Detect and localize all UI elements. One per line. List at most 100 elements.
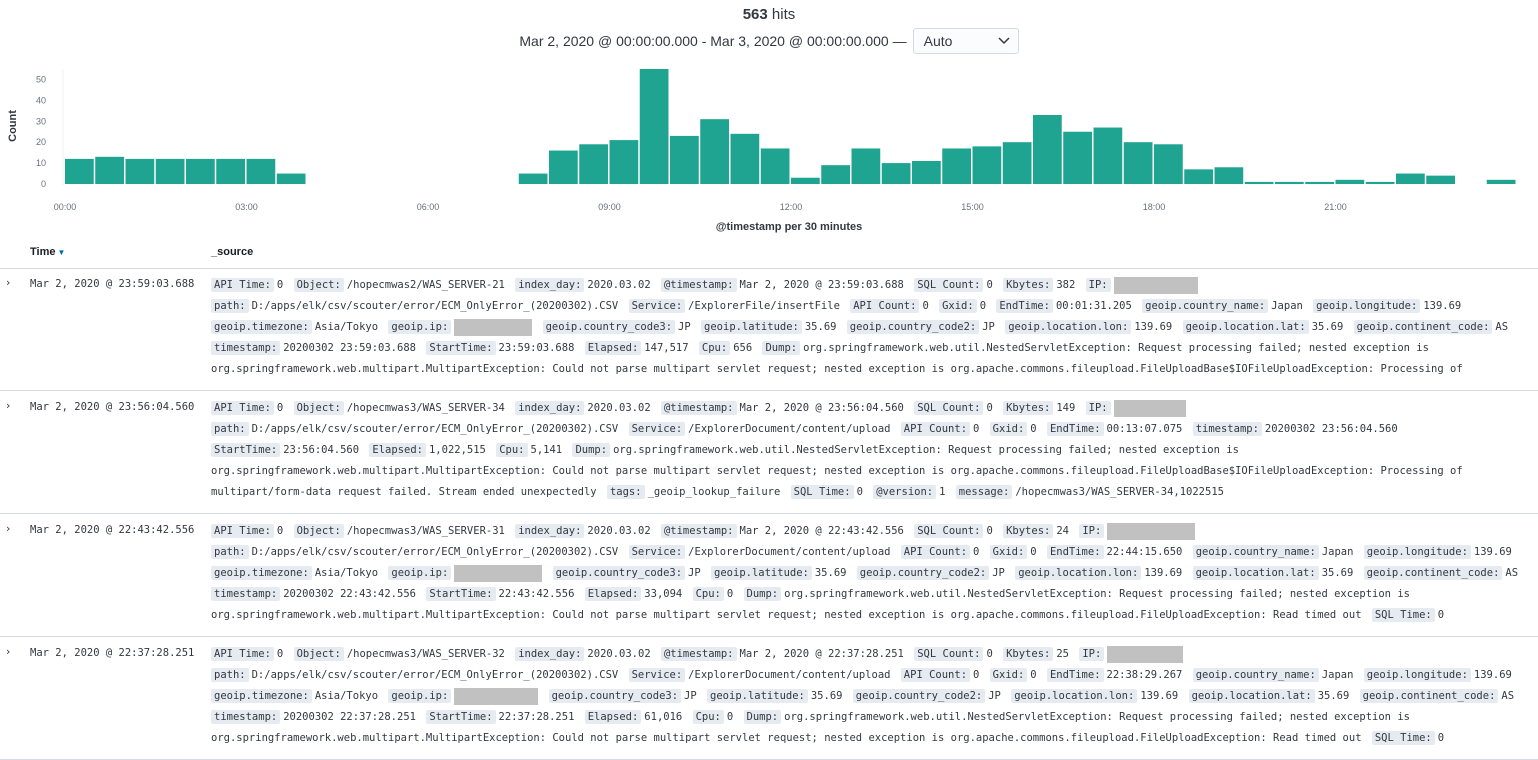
field-value: 00:13:07.075 [1106,423,1183,435]
source-field: index_day: 2020.03.02 [515,401,654,415]
field-key: IP: [1085,278,1111,292]
field-value: 0 [1030,546,1037,558]
field-value: 0 [1030,423,1037,435]
field-key: Service: [628,422,686,436]
hits-label: hits [771,6,796,23]
field-key: Elapsed: [584,341,642,355]
field-value: JP [688,567,701,579]
field-key: Elapsed: [369,443,426,457]
x-tick-label: 21:00 [1324,202,1347,212]
field-key: API Count: [900,545,971,559]
field-key: Cpu: [692,587,724,601]
field-value: Japan [1271,300,1303,312]
histogram-bar [1063,131,1092,184]
source-field: path: D:/apps/elk/csv/scouter/error/ECM_O… [211,668,622,682]
source-field: Elapsed: 33,094 [584,587,687,601]
table-row[interactable]: › Mar 2, 2020 @ 22:37:28.251 API Time: 0 Ob… [0,637,1538,760]
y-axis: 0 10 20 30 40 50 [36,69,64,189]
field-value: /ExplorerDocument/content/upload [688,669,891,681]
field-key: geoip.timezone: [211,320,312,334]
field-value: 0 [986,525,993,537]
source-field: Cpu: 0 [692,710,738,724]
field-key: @timestamp: [660,401,737,415]
field-key: SQL Time: [1371,731,1435,745]
field-key: geoip.location.lat: [1188,689,1315,703]
x-tick-label: 18:00 [1143,202,1166,212]
table-row[interactable]: › Mar 2, 2020 @ 23:56:04.560 API Time: 0 Ob… [0,391,1538,514]
source-field: geoip.location.lat: 35.69 [1192,566,1358,580]
field-value: 0 [973,669,980,681]
source-field: API Count: 0 [850,299,933,313]
y-tick-label: 50 [36,74,46,84]
source-field: Service:/ExplorerDocument/content/upload [628,422,895,436]
field-key: Elapsed: [584,587,642,601]
source-field: API Count: 0 [900,668,984,682]
field-value: 1 [939,486,946,498]
expand-chevron-icon[interactable]: › [6,399,11,412]
field-key: EndTime: [1046,668,1104,682]
x-tick-label: 06:00 [417,202,440,212]
field-value: 139.69 [1423,300,1462,312]
source-field: tags: _geoip_lookup_failure [606,485,784,499]
source-field: SQL Count: 0 [914,401,997,415]
field-value: 23:59:03.688 [498,342,575,354]
field-value: 0 [986,279,993,291]
source-field: StartTime: 23:59:03.688 [426,341,578,355]
row-source: API Time: 0 Object:/hopecmwas3/WAS_SERVER… [211,521,1531,626]
field-key: geoip.location.lon: [1015,566,1142,580]
field-key: geoip.ip: [388,689,452,703]
field-key: geoip.latitude: [701,320,802,334]
histogram-bar [65,158,94,184]
field-value: AS [1501,690,1515,702]
histogram-bar [972,146,1002,184]
field-value: AS [1505,567,1519,579]
expand-chevron-icon[interactable]: › [6,645,11,658]
expand-chevron-icon[interactable]: › [6,276,11,289]
field-value: 22:43:42.556 [498,588,575,600]
table-row[interactable]: › Mar 2, 2020 @ 22:43:42.556 API Time: 0 Ob… [0,514,1538,637]
field-key: SQL Time: [790,485,854,499]
source-field: geoip.ip: [388,687,542,705]
field-value: Mar 2, 2020 @ 22:43:42.556 [739,525,904,537]
histogram-bar [549,150,578,184]
interval-select[interactable]: Auto [912,28,1019,54]
field-value: 0 [1437,609,1445,621]
field-value: 149 [1056,402,1076,414]
field-key: path: [211,668,249,682]
field-key: geoip.latitude: [711,566,812,580]
field-value: 0 [979,300,987,312]
source-field: timestamp: 20200302 23:59:03.688 [211,341,420,355]
source-field: Gxid: 0 [939,299,990,313]
field-key: geoip.country_name: [1192,545,1319,559]
sort-descending-icon[interactable]: ▼ [57,248,66,257]
field-key: Cpu: [496,443,528,457]
column-header-time[interactable]: Time ▼ [30,246,66,258]
field-key: Dump: [743,710,782,724]
x-tick-label: 03:00 [235,202,258,212]
source-field: Gxid: 0 [989,422,1041,436]
field-value: org.springframework.web.util.NestedServl… [211,444,1463,498]
field-value: /ExplorerDocument/content/upload [688,546,891,558]
source-field: index_day: 2020.03.02 [515,278,654,292]
source-field: @timestamp: Mar 2, 2020 @ 23:59:03.688 [660,278,908,292]
source-field: SQL Time: 0 [1371,731,1448,745]
expand-chevron-icon[interactable]: › [6,522,11,535]
field-value: 139.69 [1144,567,1183,579]
field-value: 0 [986,402,993,414]
source-field: Cpu: 5,141 [496,443,566,457]
field-key: API Count: [900,668,971,682]
table-row[interactable]: › Mar 2, 2020 @ 23:59:03.688 API Time: 0 Ob… [0,268,1538,391]
field-key: SQL Count: [914,647,984,661]
field-key: geoip.location.lat: [1182,320,1309,334]
interval-value: Auto [923,33,953,49]
x-axis-label: @timestamp per 30 minutes [716,221,862,233]
source-field: geoip.location.lat: 35.69 [1188,689,1354,703]
histogram-chart: 0 10 20 30 40 50 00:00 03:00 06:00 09:00 12:00 15:… [0,62,1538,242]
bars [65,69,1516,184]
x-tick-label: 00:00 [54,202,77,212]
field-value: 25 [1056,648,1070,660]
field-key: API Count: [900,422,971,436]
field-key: Object: [293,278,344,292]
field-key: path: [211,299,249,313]
field-value: Asia/Tokyo [314,321,379,333]
